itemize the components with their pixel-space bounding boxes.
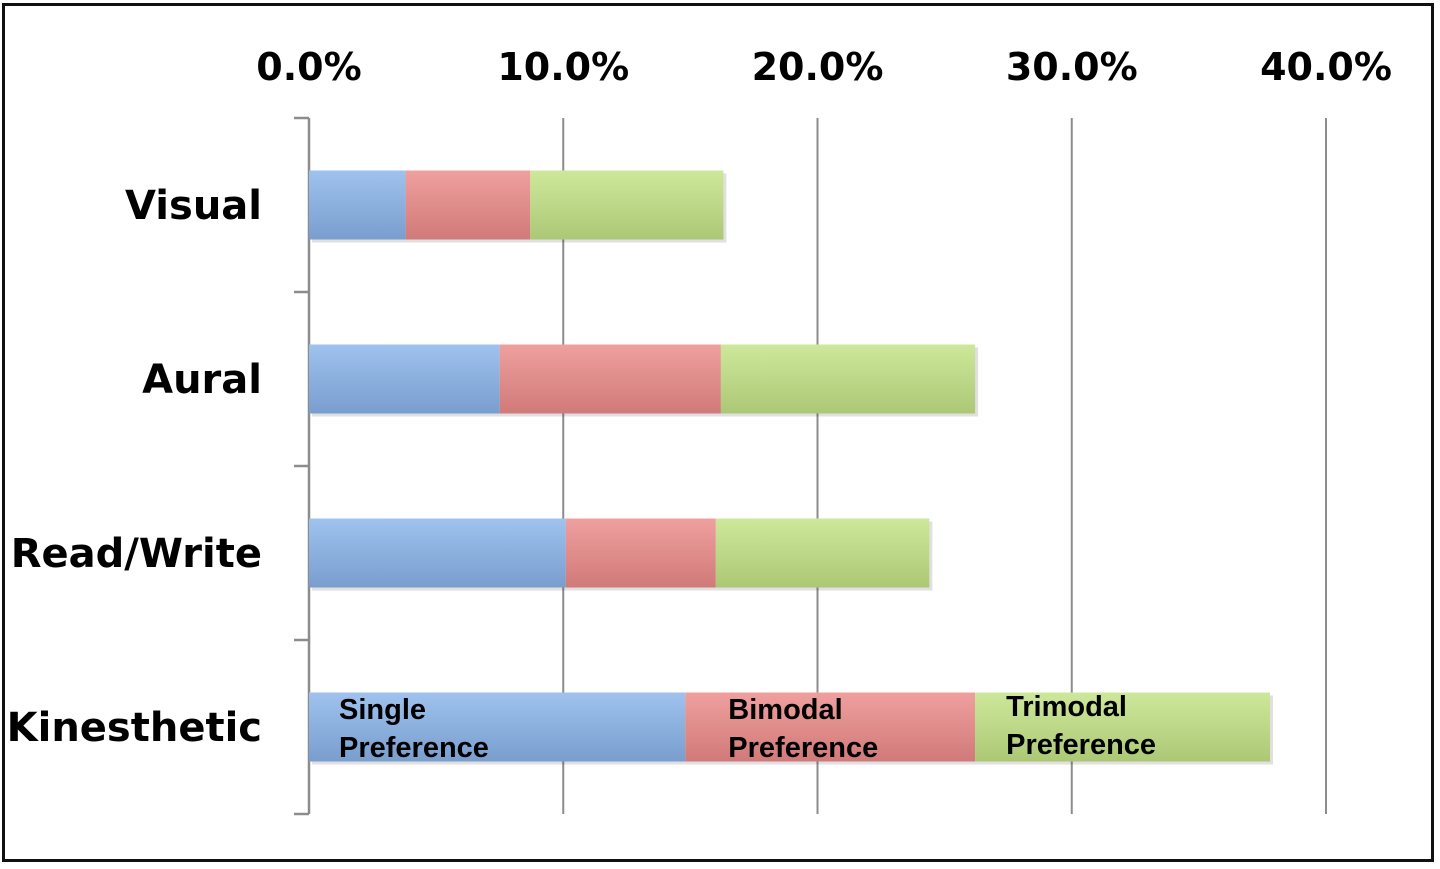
- bar-read-write-single-preference: [309, 518, 566, 588]
- category-axis: [294, 116, 311, 816]
- bar-visual-trimodal-preference: [530, 170, 724, 240]
- bar-aural-single-preference: [309, 344, 500, 414]
- segment-labels: Single Preference Bimodal Preference Trimoda…: [339, 691, 1156, 764]
- bar-read-write-bimodal-preference: [565, 518, 716, 588]
- x-tick-label: 0.0%: [256, 45, 361, 89]
- series-label-trimodal-preference: Trimodal Preference: [1006, 691, 1156, 761]
- bar-read-write-trimodal-preference: [715, 518, 930, 588]
- x-tick-label: 30.0%: [1006, 45, 1138, 89]
- bars: [309, 170, 1274, 765]
- category-labels: Visual Aural Read/Write Kinesthetic: [7, 183, 262, 751]
- series-label-bimodal-preference: Bimodal Preference: [728, 694, 878, 764]
- x-tick-labels: 0.0% 10.0% 20.0% 30.0% 40.0%: [256, 45, 1392, 89]
- bar-kinesthetic-trimodal-preference: [975, 692, 1271, 762]
- bar-aural-trimodal-preference: [720, 344, 976, 414]
- bar-aural-bimodal-preference: [499, 344, 721, 414]
- series-label-single-preference: Single Preference: [339, 694, 489, 764]
- x-tick-label: 40.0%: [1260, 45, 1392, 89]
- bar-kinesthetic-bimodal-preference: [685, 692, 976, 762]
- x-tick-label: 10.0%: [497, 45, 629, 89]
- category-label-visual: Visual: [125, 183, 262, 229]
- category-label-kinesthetic: Kinesthetic: [7, 705, 262, 751]
- category-label-aural: Aural: [142, 357, 262, 403]
- x-tick-label: 20.0%: [752, 45, 884, 89]
- bar-kinesthetic-single-preference: [309, 692, 686, 762]
- category-label-read-write: Read/Write: [11, 531, 262, 577]
- bar-visual-bimodal-preference: [405, 170, 531, 240]
- bar-visual-single-preference: [309, 170, 406, 240]
